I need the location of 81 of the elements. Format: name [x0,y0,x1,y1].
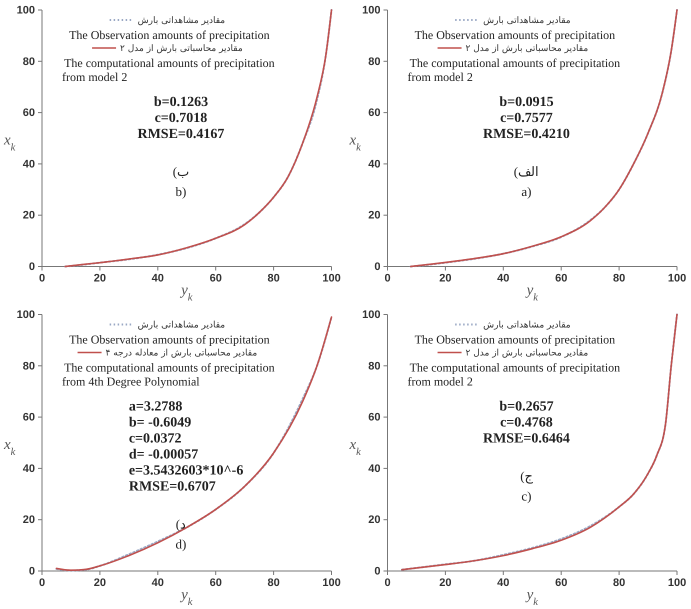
x-axis-title: y$_{k}$ [179,282,193,303]
x-tick-label: 40 [497,576,510,589]
y-axis-title: x$_{k}$ [3,436,16,458]
x-tick-label: 40 [497,272,510,284]
y-axis-title: x$_{k}$ [348,132,362,153]
annotation: الف) [514,164,540,179]
x-tick-label: 40 [152,576,164,589]
y-axis-title: x$_{k}$ [3,132,16,153]
annotation: ج) [520,468,534,484]
y-tick-label: 20 [22,210,35,222]
x-tick-label: 100 [668,576,686,589]
annotation: c=0.7018 [154,111,208,126]
annotation: b=0.1263 [154,95,208,110]
annotation: ب) [172,164,190,179]
x-axis-title: y$_{k}$ [524,282,538,303]
y-axis-title: x$_{k}$ [348,436,362,458]
y-tick-label: 0 [28,261,35,274]
annotation: a) [521,184,532,199]
line-series [64,9,332,268]
annotation: c=0.0372 [128,432,182,446]
y-tick-label: 100 [362,4,380,17]
annotation: RMSE=0.6464 [482,432,570,446]
x-tick-label: 40 [152,272,164,284]
y-tick-label: 40 [22,158,35,170]
x-tick-label: 80 [267,576,280,589]
x-tick-label: 100 [322,576,341,589]
x-tick-label: 60 [555,272,568,284]
y-tick-label: 60 [368,107,380,120]
x-tick-label: 100 [668,272,686,284]
annotation: RMSE=0.4167 [137,127,224,142]
annotation: e=3.5432603*10^-6 [128,464,244,478]
y-tick-label: 40 [368,462,380,475]
x-tick-label: 80 [612,576,626,589]
y-tick-label: 0 [28,566,35,578]
y-tick-label: 40 [22,462,35,475]
annotation: d) [176,536,186,552]
x-tick-label: 60 [210,576,222,589]
y-tick-label: 40 [368,158,380,170]
y-tick-label: 60 [22,412,35,424]
y-tick-label: 100 [362,309,380,322]
annotation: b=0.0915 [499,95,554,110]
annotation: c=0.7577 [500,111,553,126]
x-axis-title: y$_{k}$ [524,587,538,608]
x-tick-label: 20 [439,576,452,589]
y-tick-label: 20 [22,514,35,526]
x-tick-label: 20 [94,576,106,589]
annotation: a=3.2788 [128,400,182,414]
annotation: b=0.2657 [499,400,554,414]
x-tick-label: 0 [38,272,46,284]
y-tick-label: 80 [22,360,35,372]
annotation: c) [521,488,532,504]
x-axis-title: y$_{k}$ [179,587,193,608]
y-tick-label: 100 [16,4,35,17]
x-tick-label: 0 [38,576,46,589]
annotation: b) [176,184,186,199]
y-tick-label: 0 [374,261,380,274]
y-tick-label: 60 [22,107,35,120]
line-series [410,9,678,268]
y-tick-label: 0 [374,566,380,578]
x-tick-label: 20 [94,272,106,284]
y-tick-label: 60 [368,412,380,424]
annotation: d= -0.00057 [128,448,198,462]
y-tick-label: 80 [22,56,35,68]
y-tick-label: 80 [368,56,380,68]
y-tick-label: 20 [368,514,380,526]
annotation: b= -0.6049 [128,416,192,430]
x-tick-label: 80 [612,272,626,284]
x-tick-label: 100 [322,272,341,284]
y-tick-label: 80 [368,360,380,372]
x-tick-label: 80 [267,272,280,284]
annotation: RMSE=0.4210 [482,127,570,142]
annotation: RMSE=0.6707 [128,480,216,494]
x-tick-label: 0 [384,576,391,589]
y-tick-label: 100 [16,309,35,322]
x-tick-label: 20 [439,272,452,284]
x-tick-label: 60 [555,576,568,589]
y-tick-label: 20 [368,210,380,222]
x-tick-label: 0 [384,272,391,284]
annotation: د) [176,516,186,532]
x-tick-label: 60 [210,272,222,284]
annotation: c=0.4768 [500,416,553,430]
